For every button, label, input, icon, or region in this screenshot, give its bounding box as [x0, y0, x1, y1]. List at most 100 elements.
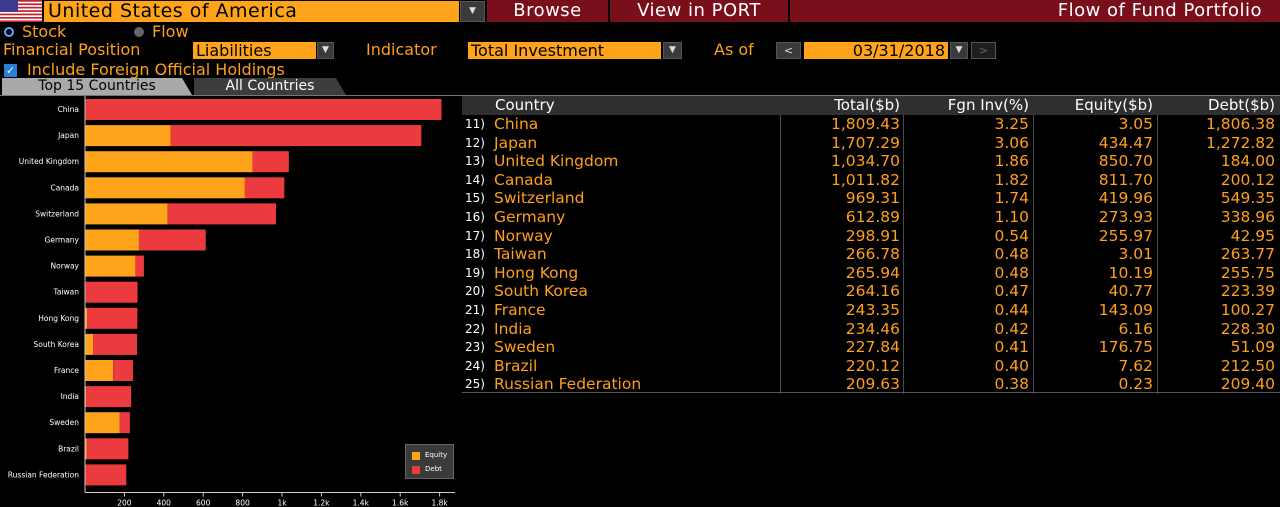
country-select[interactable]: United States of America: [44, 1, 459, 22]
stock-label[interactable]: Stock: [22, 22, 67, 41]
cell-total: 234.46: [845, 319, 900, 338]
bar-equity: [85, 177, 245, 199]
column-header-fgn-inv[interactable]: Fgn Inv(%): [947, 96, 1029, 114]
cell-total: 1,707.29: [830, 133, 900, 152]
x-tick-label: 600: [196, 499, 211, 507]
table-row[interactable]: 11) China 1,809.43 3.25 3.05 1,806.38: [462, 115, 1280, 134]
indicator-select[interactable]: Total Investment: [468, 42, 661, 59]
cell-country[interactable]: Switzerland: [494, 189, 585, 208]
cell-country[interactable]: Russian Federation: [494, 375, 642, 394]
cell-fgn-inv: 0.40: [994, 356, 1029, 375]
cell-debt: 1,272.82: [1205, 133, 1275, 152]
table-row[interactable]: 13) United Kingdom 1,034.70 1.86 850.70 184.0…: [462, 152, 1280, 171]
table-row[interactable]: 16) Germany 612.89 1.10 273.93 338.96: [462, 208, 1280, 227]
cell-country[interactable]: Taiwan: [494, 245, 547, 264]
country-table: Country Total($b) Fgn Inv(%) Equity($b) …: [462, 96, 1280, 394]
table-row[interactable]: 14) Canada 1,011.82 1.82 811.70 200.12: [462, 171, 1280, 190]
table-row[interactable]: 12) Japan 1,707.29 3.06 434.47 1,272.82: [462, 134, 1280, 153]
cell-fgn-inv: 1.74: [994, 189, 1029, 208]
bar-debt: [119, 412, 130, 434]
cell-country[interactable]: China: [494, 115, 539, 133]
financial-position-select[interactable]: Liabilities: [193, 42, 316, 59]
cell-country[interactable]: Germany: [494, 208, 566, 226]
category-label: India: [61, 392, 79, 401]
cell-fgn-inv: 3.06: [994, 133, 1029, 152]
bar-equity: [85, 438, 87, 460]
chevron-down-icon[interactable]: ▼: [317, 42, 334, 59]
bar-equity: [85, 386, 87, 408]
column-header-equity[interactable]: Equity($b): [1074, 96, 1153, 114]
column-header-country[interactable]: Country: [495, 96, 555, 114]
cell-fgn-inv: 0.42: [994, 319, 1029, 338]
foreign-holdings-checkbox[interactable]: ✓: [4, 64, 17, 77]
next-date-button[interactable]: >: [971, 42, 996, 59]
cell-country[interactable]: France: [494, 301, 546, 319]
row-number: 21): [465, 303, 485, 317]
cell-total: 298.91: [845, 226, 900, 245]
row-number: 12): [465, 135, 485, 150]
bar-equity: [85, 412, 120, 434]
tab-top-15-countries[interactable]: Top 15 Countries: [2, 78, 192, 95]
table-row[interactable]: 23) Sweden 227.84 0.41 176.75 51.09: [462, 338, 1280, 357]
cell-country[interactable]: India: [494, 319, 533, 338]
cell-debt: 212.50: [1220, 356, 1275, 375]
row-number: 17): [465, 228, 485, 243]
cell-country[interactable]: United Kingdom: [494, 152, 619, 171]
cell-country[interactable]: Canada: [494, 170, 553, 189]
table-row[interactable]: 25) Russian Federation 209.63 0.38 0.23 209.4…: [462, 375, 1280, 394]
previous-date-button[interactable]: <: [776, 42, 801, 59]
as-of-date-field[interactable]: 03/31/2018: [804, 42, 948, 59]
cell-country[interactable]: Japan: [494, 133, 538, 152]
cell-country[interactable]: Sweden: [494, 338, 556, 357]
cell-debt: 209.40: [1220, 375, 1275, 394]
cell-fgn-inv: 1.86: [994, 152, 1029, 171]
financial-position-label: Financial Position: [3, 40, 141, 59]
cell-debt: 338.96: [1220, 208, 1275, 226]
chevron-down-icon[interactable]: ▼: [460, 1, 485, 22]
bar-equity: [85, 307, 88, 329]
column-header-debt[interactable]: Debt($b): [1208, 96, 1275, 114]
view-in-port-button[interactable]: View in PORT: [610, 0, 788, 22]
cell-country[interactable]: Norway: [494, 226, 553, 245]
bar-debt: [135, 255, 144, 277]
category-label: Norway: [51, 262, 80, 271]
table-row[interactable]: 24) Brazil 220.12 0.40 7.62 212.50: [462, 357, 1280, 376]
cell-total: 1,011.82: [830, 170, 900, 189]
foreign-holdings-label[interactable]: Include Foreign Official Holdings: [27, 60, 285, 79]
cell-country[interactable]: South Korea: [494, 282, 588, 301]
table-row[interactable]: 20) South Korea 264.16 0.47 40.77 223.39: [462, 282, 1280, 301]
column-header-total[interactable]: Total($b): [834, 96, 900, 114]
table-row[interactable]: 17) Norway 298.91 0.54 255.97 42.95: [462, 227, 1280, 246]
tab-all-countries[interactable]: All Countries: [194, 78, 346, 95]
cell-equity: 273.93: [1098, 208, 1153, 226]
x-tick-label: 1.2k: [313, 499, 330, 507]
row-number: 15): [465, 191, 485, 206]
legend-swatch-equity: [412, 452, 420, 460]
table-row[interactable]: 18) Taiwan 266.78 0.48 3.01 263.77: [462, 245, 1280, 264]
flow-radio[interactable]: [134, 27, 144, 37]
column-separator: [903, 115, 904, 394]
cell-total: 209.63: [845, 375, 900, 394]
cell-total: 265.94: [845, 263, 900, 282]
chevron-down-icon[interactable]: ▼: [950, 42, 968, 59]
flow-label[interactable]: Flow: [152, 22, 189, 41]
table-row[interactable]: 21) France 243.35 0.44 143.09 100.27: [462, 301, 1280, 320]
table-row[interactable]: 19) Hong Kong 265.94 0.48 10.19 255.75: [462, 264, 1280, 283]
bar-debt: [86, 438, 129, 460]
bar-equity: [85, 203, 168, 225]
browse-button[interactable]: Browse: [487, 0, 608, 22]
chevron-down-icon[interactable]: ▼: [663, 42, 682, 59]
stock-radio[interactable]: [4, 27, 14, 37]
row-number: 20): [465, 284, 485, 299]
table-row[interactable]: 15) Switzerland 969.31 1.74 419.96 549.35: [462, 189, 1280, 208]
cell-total: 1,034.70: [830, 152, 900, 171]
cell-country[interactable]: Hong Kong: [494, 263, 579, 282]
cell-fgn-inv: 3.25: [994, 115, 1029, 133]
cell-country[interactable]: Brazil: [494, 356, 538, 375]
table-row[interactable]: 22) India 234.46 0.42 6.16 228.30: [462, 320, 1280, 339]
cell-total: 266.78: [845, 245, 900, 264]
cell-debt: 42.95: [1230, 226, 1275, 245]
cell-total: 264.16: [845, 282, 900, 301]
column-separator: [1033, 115, 1034, 394]
category-label: Japan: [57, 131, 79, 140]
